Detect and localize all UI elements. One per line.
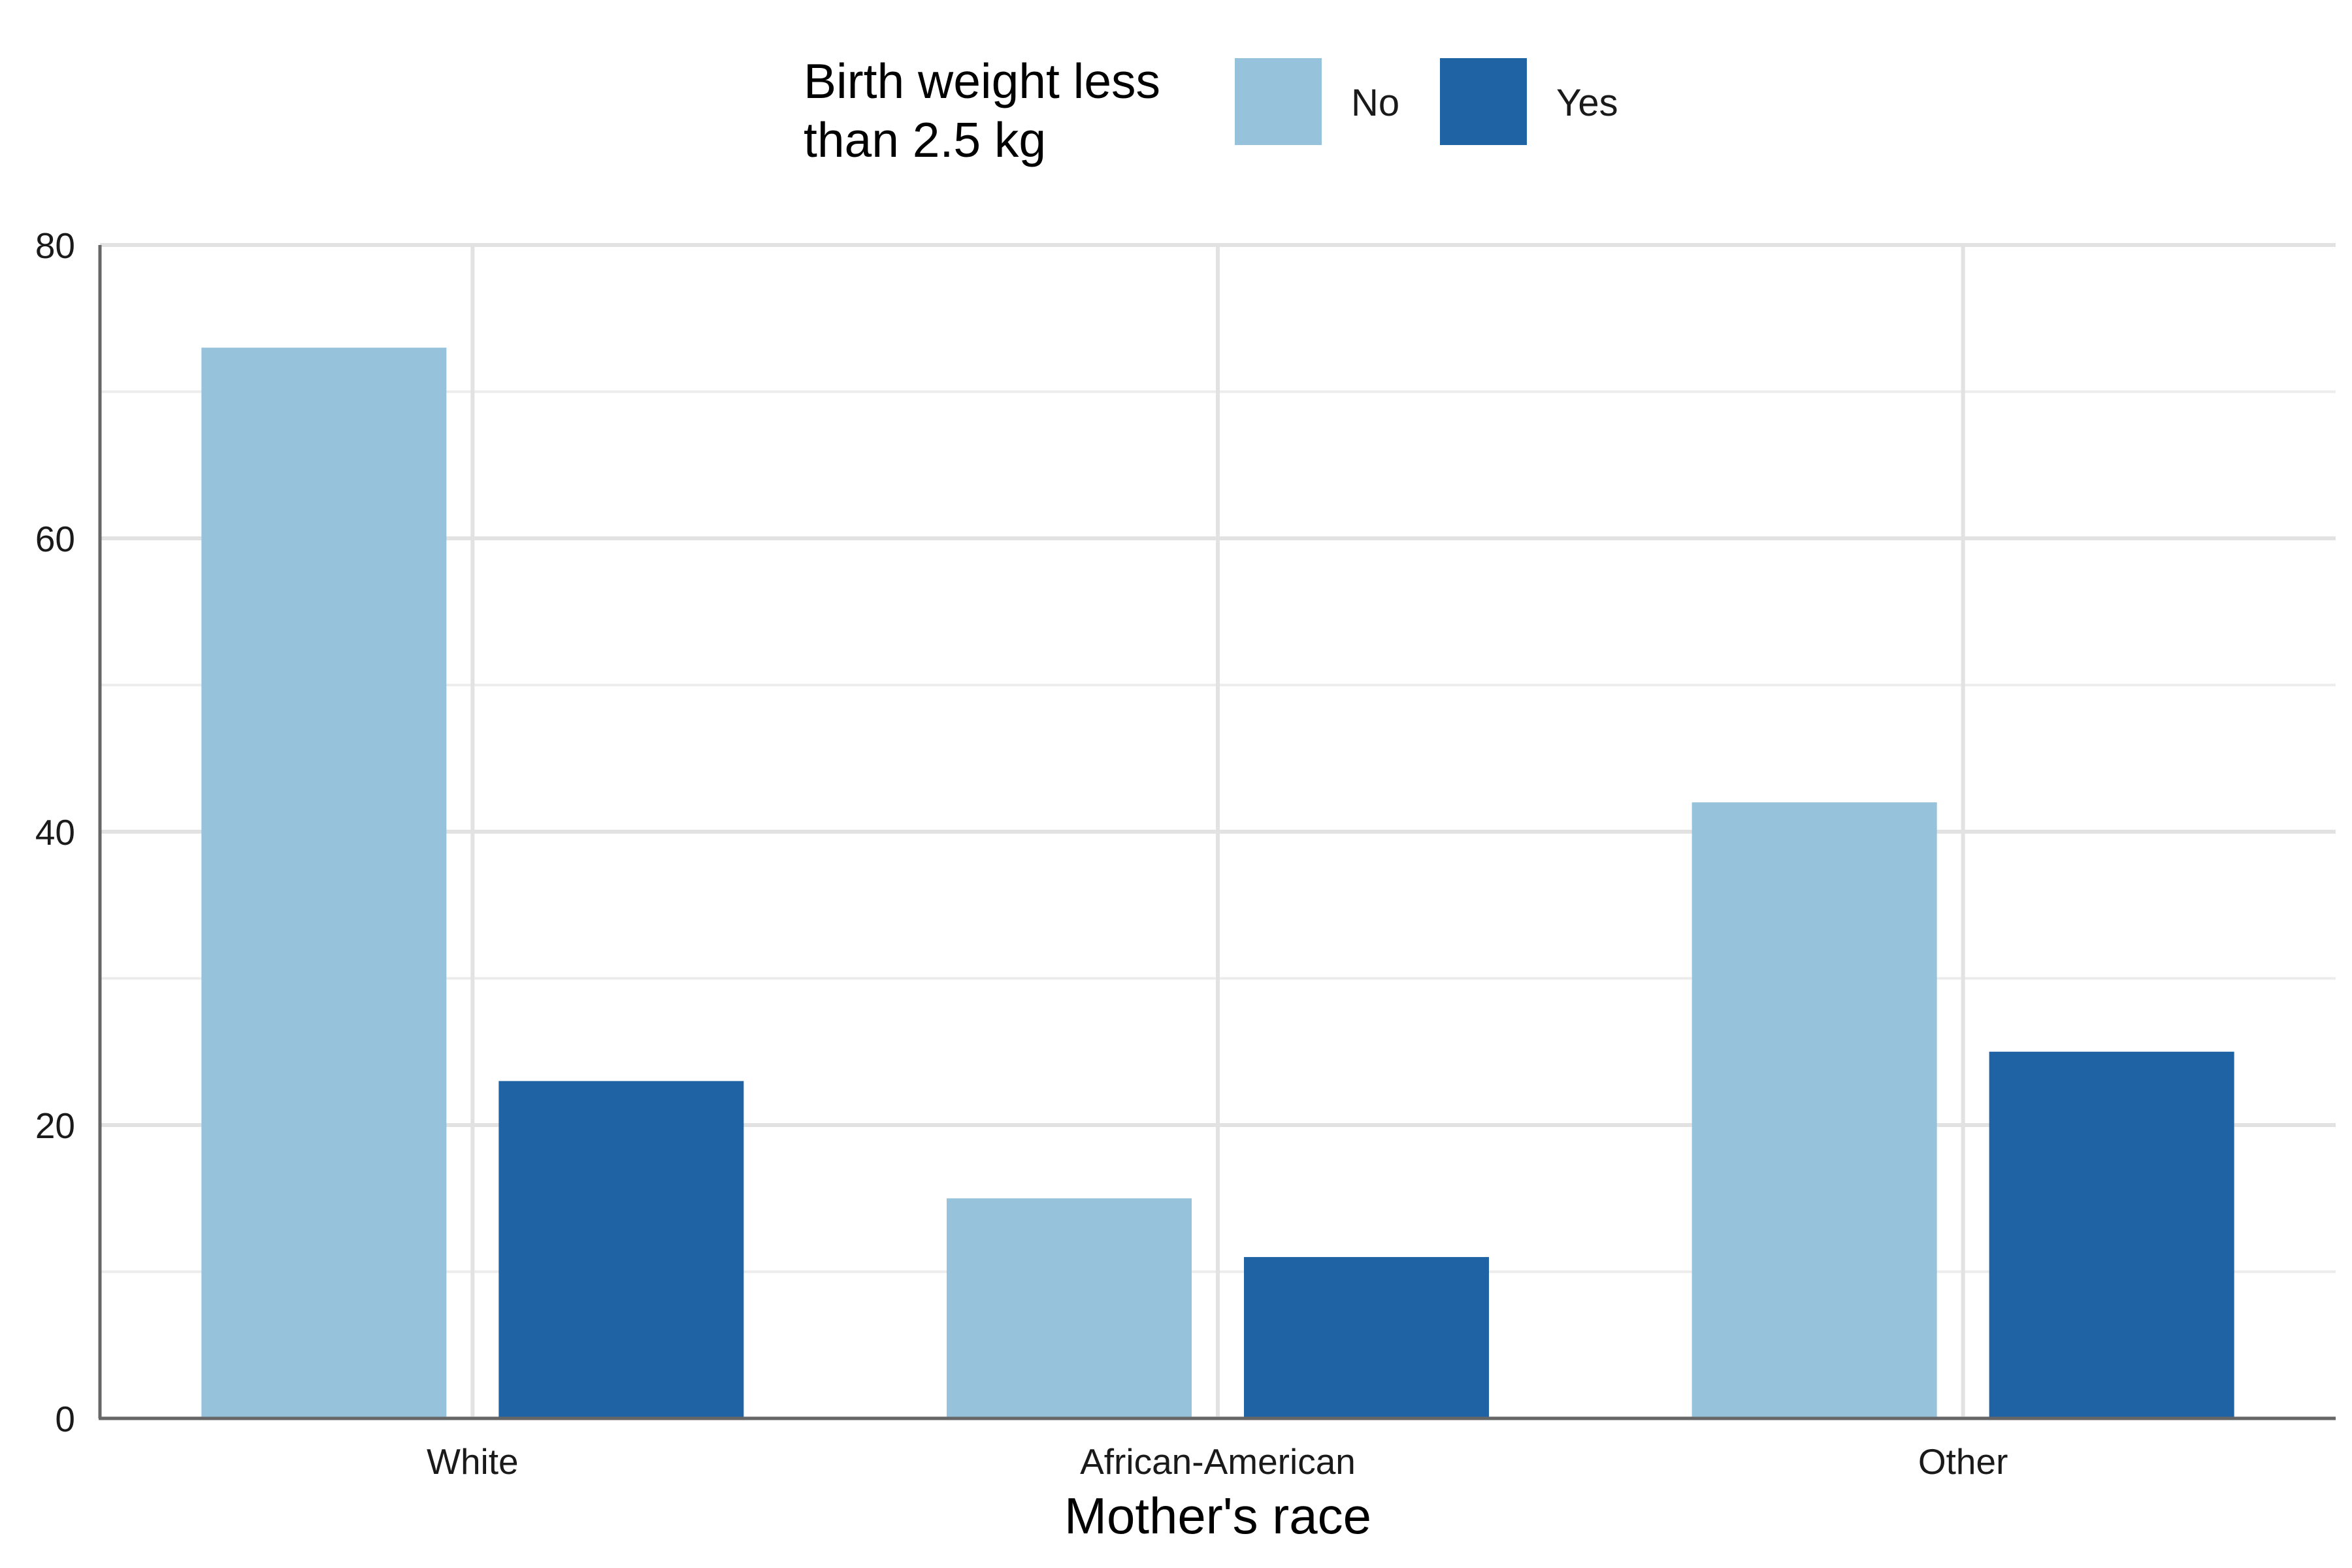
bar-yes-white: [498, 1081, 744, 1418]
legend-title-line-1: Birth weight less: [804, 54, 1160, 108]
y-tick-label: 60: [35, 519, 75, 559]
legend-key-yes: [1440, 58, 1527, 145]
bar-no-african-american: [947, 1198, 1192, 1418]
bars: [201, 348, 2234, 1418]
legend-title-line-2: than 2.5 kg: [804, 112, 1046, 167]
legend-key-no: [1235, 58, 1322, 145]
bar-no-other: [1691, 802, 1937, 1418]
y-tick-label: 80: [35, 225, 75, 266]
bar-yes-other: [1989, 1051, 2234, 1418]
x-tick-label: African-American: [1080, 1441, 1356, 1482]
bar-no-white: [201, 348, 447, 1418]
y-tick-label: 0: [55, 1399, 75, 1439]
grid-lines: [100, 243, 2336, 1420]
x-tick-label: Other: [1918, 1441, 2008, 1482]
axes: [98, 245, 2336, 1420]
x-tick-label: White: [427, 1441, 519, 1482]
x-tick-labels: White African-American Other: [427, 1441, 2008, 1482]
bar-yes-african-american: [1244, 1257, 1489, 1418]
legend: Birth weight less than 2.5 kg No Yes: [804, 54, 1618, 167]
legend-title: Birth weight less than 2.5 kg: [804, 54, 1174, 167]
legend-label-no: No: [1351, 82, 1399, 124]
legend-label-yes: Yes: [1556, 82, 1618, 124]
y-tick-label: 20: [35, 1105, 75, 1146]
x-axis-title: Mother's race: [1064, 1487, 1371, 1544]
y-tick-label: 40: [35, 812, 75, 853]
y-tick-labels: 0 20 40 60 80: [35, 225, 75, 1439]
